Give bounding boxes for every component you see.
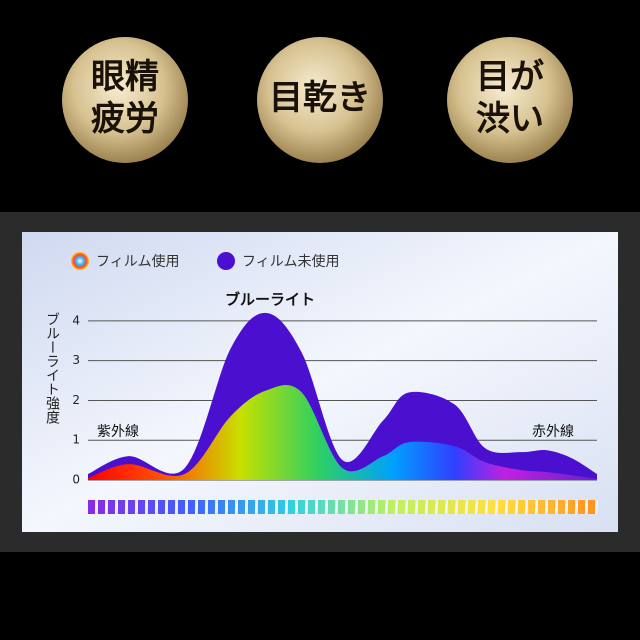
chart-title: ブルーライト [225,291,315,309]
legend-label: フィルム未使用 [242,253,339,270]
strip-gap [95,500,98,514]
strip-gap [165,500,168,514]
area [88,385,597,480]
badge-text: 疲労 [91,99,159,139]
strip-gap [435,500,438,514]
badge-circle [257,37,383,163]
y-tick-label: 0 [72,473,80,487]
strip-gap [495,500,498,514]
strip-gap [485,500,488,514]
strip-gap [305,500,308,514]
legend-swatch [71,252,89,270]
strip-gap [265,500,268,514]
strip-gap [245,500,248,514]
strip-gap [425,500,428,514]
strip-gap [325,500,328,514]
strip-gap [335,500,338,514]
strip-gap [235,500,238,514]
badge-text: 目が [476,57,544,97]
badge-circle [62,37,188,163]
strip-gap [155,500,158,514]
strip-gap [355,500,358,514]
strip-gap [585,500,588,514]
y-axis-label: ブルーライト強度 [44,312,60,424]
strip-gap [225,500,228,514]
strip-gap [185,500,188,514]
strip-gap [465,500,468,514]
strip-gap [565,500,568,514]
strip-gap [445,500,448,514]
strip-gap [315,500,318,514]
strip-gap [275,500,278,514]
strip-gap [345,500,348,514]
strip-gap [135,500,138,514]
y-tick-label: 2 [72,393,80,407]
strip-gap [115,500,118,514]
strip-gap [175,500,178,514]
chart-panel [22,232,618,532]
spectrum-strip [88,500,597,514]
badge-text: 渋い [476,99,544,139]
strip-gap [195,500,198,514]
strip-gap [525,500,528,514]
badge-circle [447,37,573,163]
y-tick-label: 4 [72,313,80,327]
strip-gap [415,500,418,514]
badge-text: 眼精 [91,57,159,97]
strip-gap [545,500,548,514]
strip-gap [455,500,458,514]
strip-gap [145,500,148,514]
strip-gap [395,500,398,514]
strip-gap [475,500,478,514]
strip-gap [205,500,208,514]
strip-gap [405,500,408,514]
strip-gap [595,500,598,514]
strip-gap [105,500,108,514]
annotation: 紫外線 [97,424,139,440]
y-tick-label: 3 [72,353,80,367]
strip-gap [255,500,258,514]
legend-label: フィルム使用 [96,253,179,270]
strip-gap [215,500,218,514]
strip-gap [375,500,378,514]
legend-swatch [217,252,235,270]
badge-text: 目乾き [269,78,371,118]
strip-gap [575,500,578,514]
annotation: 赤外線 [532,424,574,440]
strip-gap [295,500,298,514]
strip-gap [515,500,518,514]
strip-gap [385,500,388,514]
strip-gap [125,500,128,514]
strip-gap [365,500,368,514]
strip-gap [555,500,558,514]
y-tick-label: 1 [72,433,80,447]
strip-gap [505,500,508,514]
strip-gap [285,500,288,514]
strip-gap [535,500,538,514]
